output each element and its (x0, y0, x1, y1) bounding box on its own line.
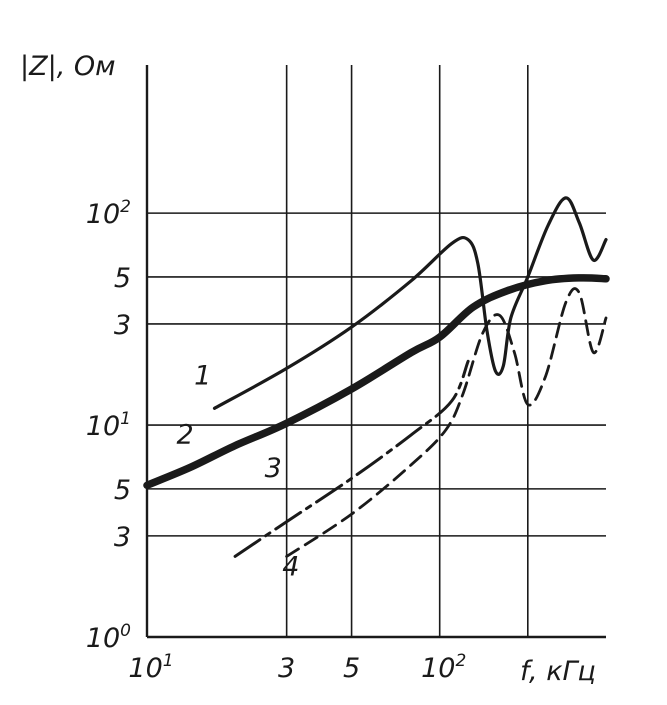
y-tick-label: 5 (114, 263, 131, 294)
series-curve-1 (212, 196, 608, 410)
plot-frame (145, 65, 606, 639)
curve-label-4: 4 (282, 552, 299, 583)
series-curve-3 (233, 359, 470, 558)
x-tick-label: 101 (128, 651, 173, 684)
curve-label-2: 2 (177, 419, 194, 450)
grid-layer (147, 65, 606, 637)
curve-label-3: 3 (265, 453, 282, 484)
series-curve-2 (143, 274, 610, 490)
series-layer (143, 196, 610, 558)
x-axis-title: f, кГц (520, 656, 596, 687)
y-tick-label: 101 (86, 409, 131, 442)
y-tick-label: 102 (86, 197, 131, 230)
y-tick-label: 100 (86, 621, 131, 654)
y-tick-label: 3 (114, 310, 131, 341)
series-curve-4 (285, 287, 608, 558)
curve-label-layer: 12 3 4 (177, 361, 300, 583)
x-tick-label: 5 (343, 653, 360, 684)
y-tick-label: 3 (114, 522, 131, 553)
y-axis-title: |Z|, Ом (20, 51, 115, 82)
y-tick-label: 5 (114, 475, 131, 506)
tick-label-layer: 101 3 5 102 100 3 5 101 3 5 102 (86, 197, 466, 684)
x-tick-label: 102 (421, 651, 466, 684)
curve-label-1: 1 (194, 361, 211, 392)
x-tick-label: 3 (278, 653, 295, 684)
